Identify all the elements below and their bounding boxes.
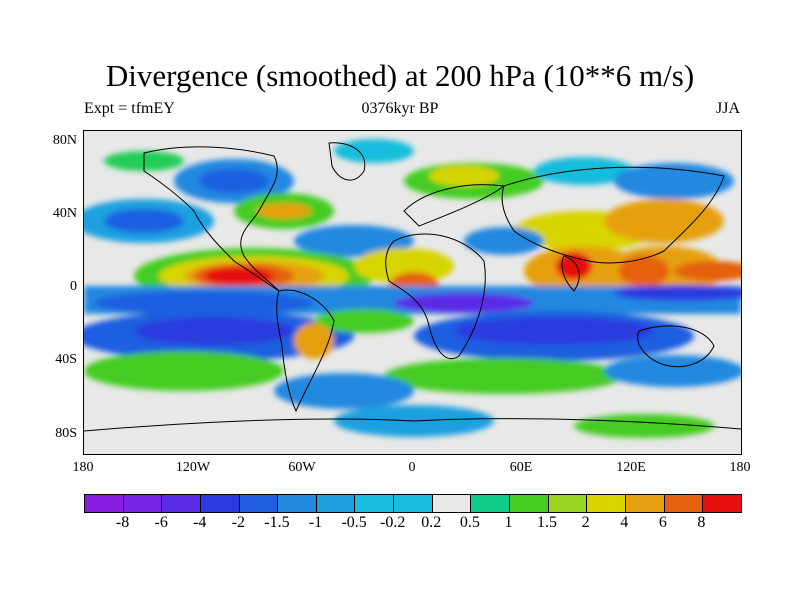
colorbar-label: 6 [658,514,667,531]
north-america-outline [143,146,280,292]
field-blob [614,285,741,301]
colorbar-segment [239,495,279,512]
field-blob [334,139,414,163]
lon-tick-0: 0 [408,460,416,475]
colorbar-segment [278,495,317,512]
field-blob [84,351,284,391]
field-blob [619,255,669,287]
asia-outline [501,166,725,264]
greenland-outline [328,142,366,181]
field-blob [604,199,724,243]
field-blob [94,291,314,315]
colorbar-segment [471,495,511,512]
lat-tick-80s: 80S [55,426,77,441]
colorbar-label: -8 [115,514,130,531]
india-outline [561,255,580,292]
field-blob [574,414,714,438]
field-blob [256,203,312,219]
colorbar-label: 0.5 [459,514,480,531]
field-blob [274,373,414,409]
lon-tick-180-east: 180 [729,460,751,475]
field-blob [604,355,741,387]
field-blob [394,293,534,313]
colorbar-label: -0.5 [341,514,367,531]
colorbar [84,494,742,513]
colorbar-label: 8 [697,514,706,531]
plot-title: Divergence (smoothed) at 200 hPa (10**6 … [105,58,695,93]
field-blob [134,317,294,345]
lat-tick-80n: 80N [52,133,77,148]
field-blob [104,209,184,233]
colorbar-label: -2 [231,514,245,531]
field-blob [199,169,269,193]
colorbar-segment [394,495,433,512]
field-blob [314,309,414,333]
africa-outline [385,233,486,359]
colorbar-segment [664,495,704,512]
colorbar-segment [510,495,549,512]
map-panel [83,130,742,455]
field-blob [534,157,634,185]
lon-tick-60e: 60E [509,460,533,475]
experiment-label: Expt = tfmEY [84,100,175,117]
lat-tick-40s: 40S [55,352,77,367]
lon-tick-120e: 120E [616,460,646,475]
field-blob [294,323,334,359]
colorbar-segment [587,495,626,512]
lon-tick-180-west: 180 [72,460,94,475]
colorbar-segment [548,495,588,512]
colorbar-label: -1 [308,514,323,531]
field-blob [556,252,592,280]
lat-tick-0: 0 [70,279,77,294]
field-blob [614,163,734,199]
colorbar-label: 1 [504,514,513,531]
lon-tick-60w: 60W [288,460,316,475]
colorbar-segment [85,495,124,512]
colorbar-segment [123,495,163,512]
period-label: 0376kyr BP [361,100,439,117]
colorbar-label: 0.2 [421,514,442,531]
colorbar-segment [355,495,395,512]
field-blob [454,317,654,345]
colorbar-segment [432,495,472,512]
field-blob [674,261,741,281]
field-blob [384,358,624,394]
divergence-field [84,139,741,438]
antarctica-outline [84,418,741,432]
colorbar-label: -4 [193,514,207,531]
colorbar-label: 4 [620,514,629,531]
colorbar-segment [625,495,665,512]
colorbar-label: 1.5 [537,514,558,531]
colorbar-label: -6 [154,514,168,531]
colorbar-label: -1.5 [264,514,290,531]
field-blob [464,227,544,255]
colorbar-segment [162,495,201,512]
australia-outline [637,325,715,368]
field-blob [429,166,499,186]
season-label: JJA [715,100,740,117]
field-blob [294,225,414,257]
colorbar-segment [703,495,741,512]
field-blob [204,267,274,285]
colorbar-label: 2 [581,514,590,531]
colorbar-segment [200,495,240,512]
lat-tick-40n: 40N [52,206,77,221]
colorbar-segment [316,495,356,512]
lon-tick-120w: 120W [175,460,211,475]
south-america-outline [276,289,335,413]
colorbar-label: -0.2 [380,514,406,531]
